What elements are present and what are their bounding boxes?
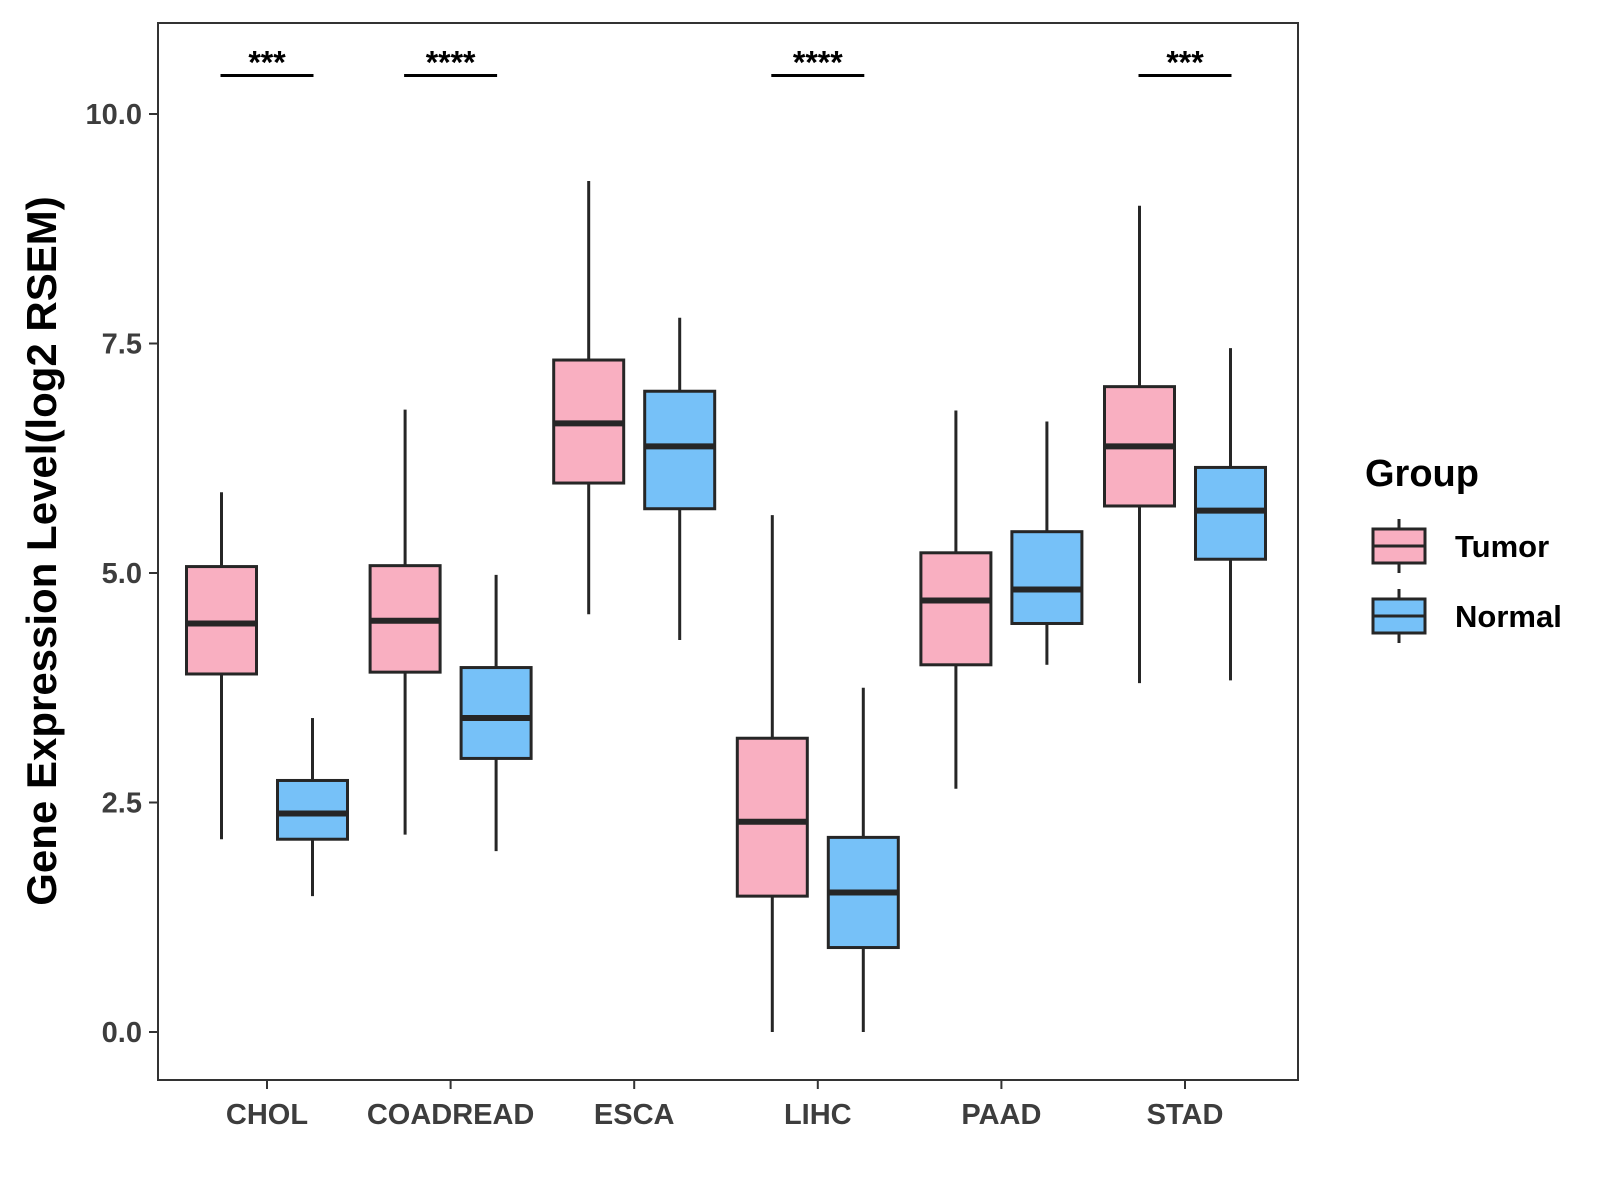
legend-label-tumor: Tumor [1455, 529, 1549, 564]
box-body [643, 389, 717, 511]
box-tumor-chol [185, 492, 258, 840]
box-normal-esca [643, 317, 717, 641]
box-tumor-stad [1103, 205, 1176, 684]
y-axis: 0.0 2.5 5.0 7.5 10.0 [86, 99, 158, 1049]
legend-label-normal: Normal [1455, 599, 1562, 634]
legend-item-tumor: Tumor [1371, 519, 1549, 573]
box-tumor-esca [552, 181, 626, 615]
series-normal [276, 317, 1267, 1032]
box-normal-paad [1010, 421, 1084, 665]
x-tick-label-paad: PAAD [961, 1099, 1041, 1131]
y-tick-label: 5.0 [102, 558, 142, 590]
significance-label: **** [426, 44, 476, 80]
x-tick-label-esca: ESCA [594, 1099, 675, 1131]
panel-border [157, 22, 1299, 1081]
x-tick-label-lihc: LIHC [784, 1099, 852, 1131]
box-body [459, 666, 533, 760]
box-body [185, 565, 258, 676]
x-axis: CHOL COADREAD ESCA LIHC PAAD STAD [226, 1080, 1223, 1131]
box-normal-coadread [459, 574, 533, 852]
significance-coadread: **** [404, 44, 498, 80]
significance-chol: *** [220, 44, 314, 80]
box-tumor-coadread [368, 409, 442, 835]
significance-label: *** [248, 44, 286, 80]
box-body [276, 778, 349, 841]
box-normal-lihc [826, 687, 900, 1032]
box-normal-stad [1194, 348, 1267, 681]
y-tick-label: 10.0 [86, 99, 142, 131]
x-tick-label-stad: STAD [1147, 1099, 1224, 1131]
y-tick-label: 7.5 [102, 329, 142, 361]
x-tick-label-coadread: COADREAD [367, 1099, 535, 1131]
y-tick-label: 2.5 [102, 788, 142, 820]
box-tumor-lihc [735, 515, 809, 1032]
x-tick-label-chol: CHOL [226, 1099, 308, 1131]
y-axis-title: Gene Expression Level(log2 RSEM) [18, 196, 65, 906]
significance-label: **** [793, 44, 843, 80]
y-tick-label: 0.0 [102, 1017, 142, 1049]
significance-lihc: **** [771, 44, 865, 80]
box-normal-chol [276, 718, 349, 897]
box-body [735, 736, 809, 898]
box-body [919, 551, 993, 667]
box-tumor-paad [919, 410, 993, 789]
plot-marks: *** **** **** *** [185, 44, 1267, 1032]
significance-stad: *** [1138, 44, 1232, 80]
significance-label: *** [1166, 44, 1204, 80]
legend: Group Tumor Normal [1365, 453, 1562, 643]
series-tumor [185, 181, 1176, 1032]
legend-item-normal: Normal [1371, 589, 1562, 643]
legend-title: Group [1365, 453, 1479, 495]
box-body [1010, 530, 1084, 625]
